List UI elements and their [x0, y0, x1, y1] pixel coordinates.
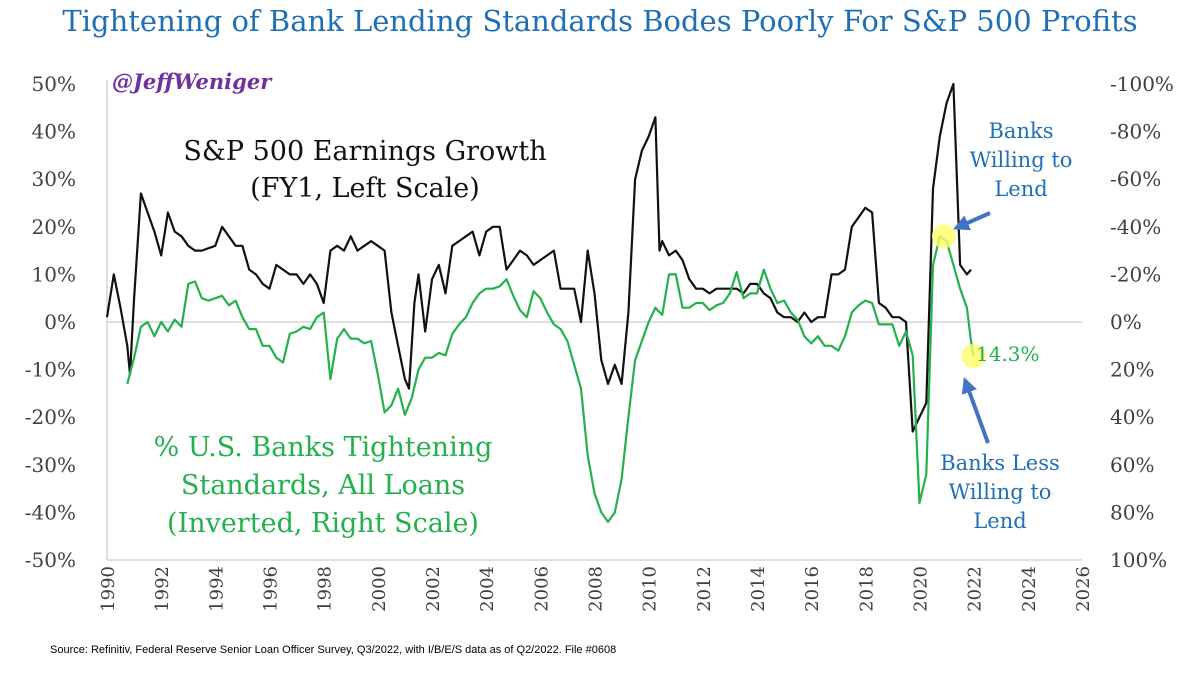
bank-label-line-3: (Inverted, Right Scale)	[167, 508, 479, 539]
highlight-marker	[931, 224, 956, 249]
left-tick-label: 40%	[32, 120, 76, 144]
highlight-marker	[961, 344, 986, 369]
right-tick-label: 0%	[1110, 310, 1142, 334]
right-tick-label: -20%	[1110, 262, 1161, 286]
x-tick-label: 2004	[477, 566, 498, 612]
right-tick-label: 60%	[1110, 453, 1154, 477]
eps-label-line-2: (FY1, Left Scale)	[250, 173, 480, 204]
left-tick-label: -50%	[25, 548, 76, 572]
left-tick-label: 0%	[44, 310, 76, 334]
eps-growth-line	[105, 82, 972, 433]
x-tick-label: 2010	[640, 566, 661, 612]
x-tick-label: 2022	[965, 566, 986, 612]
callout-less-willing-line-3: Lend	[973, 509, 1026, 533]
x-tick-label: 1992	[152, 566, 173, 612]
callout-less-willing-line-1: Banks Less	[940, 451, 1060, 475]
x-tick-label: 2006	[531, 566, 552, 612]
left-tick-label: -10%	[25, 358, 76, 382]
left-tick-label: 30%	[32, 167, 76, 191]
x-tick-label: 2014	[748, 566, 769, 612]
x-tick-label: 2016	[802, 566, 823, 612]
x-tick-label: 2002	[423, 566, 444, 612]
x-tick-label: 2018	[856, 566, 877, 612]
chart-title: Tightening of Bank Lending Standards Bod…	[62, 4, 1138, 38]
x-tick-label: 1996	[261, 566, 282, 612]
x-tick-label: 1990	[98, 566, 119, 612]
right-tick-label: 40%	[1110, 405, 1154, 429]
callout-willing-line-1: Banks	[989, 119, 1054, 143]
x-tick-label: 2000	[369, 566, 390, 612]
callout-willing-line-3: Lend	[994, 177, 1047, 201]
x-tick-label: 2020	[911, 566, 932, 612]
left-tick-label: -30%	[25, 453, 76, 477]
bank-label-line-2: Standards, All Loans	[181, 470, 465, 501]
latest-value-label: 14.3%	[976, 342, 1040, 366]
right-tick-label: 100%	[1110, 548, 1167, 572]
callout-less-willing-line-2: Willing to	[949, 480, 1052, 504]
right-tick-label: 20%	[1110, 358, 1154, 382]
left-tick-label: 50%	[32, 72, 76, 96]
x-tick-label: 1998	[315, 566, 336, 612]
x-tick-label: 1994	[206, 566, 227, 612]
x-tick-label: 2026	[1073, 566, 1094, 612]
left-tick-label: 10%	[32, 262, 76, 286]
x-tick-label: 2024	[1019, 566, 1040, 612]
left-tick-label: 20%	[32, 215, 76, 239]
left-tick-label: -20%	[25, 405, 76, 429]
right-tick-label: -80%	[1110, 120, 1161, 144]
left-tick-label: -40%	[25, 500, 76, 524]
right-tick-label: 80%	[1110, 500, 1154, 524]
right-tick-label: -100%	[1110, 72, 1174, 96]
author-handle: @JeffWeniger	[112, 69, 273, 94]
bank-label-line-1: % U.S. Banks Tightening	[154, 432, 493, 463]
x-tick-label: 2012	[694, 566, 715, 612]
source-note: Source: Refinitiv, Federal Reserve Senio…	[50, 644, 617, 656]
eps-label-line-1: S&P 500 Earnings Growth	[183, 136, 546, 167]
right-tick-label: -60%	[1110, 167, 1161, 191]
right-tick-label: -40%	[1110, 215, 1161, 239]
callout-willing-line-2: Willing to	[970, 148, 1073, 172]
arrow-willing	[953, 211, 991, 231]
x-tick-label: 2008	[586, 566, 607, 612]
arrow-less-willing	[961, 376, 990, 444]
bank-tightening-line	[126, 235, 975, 523]
